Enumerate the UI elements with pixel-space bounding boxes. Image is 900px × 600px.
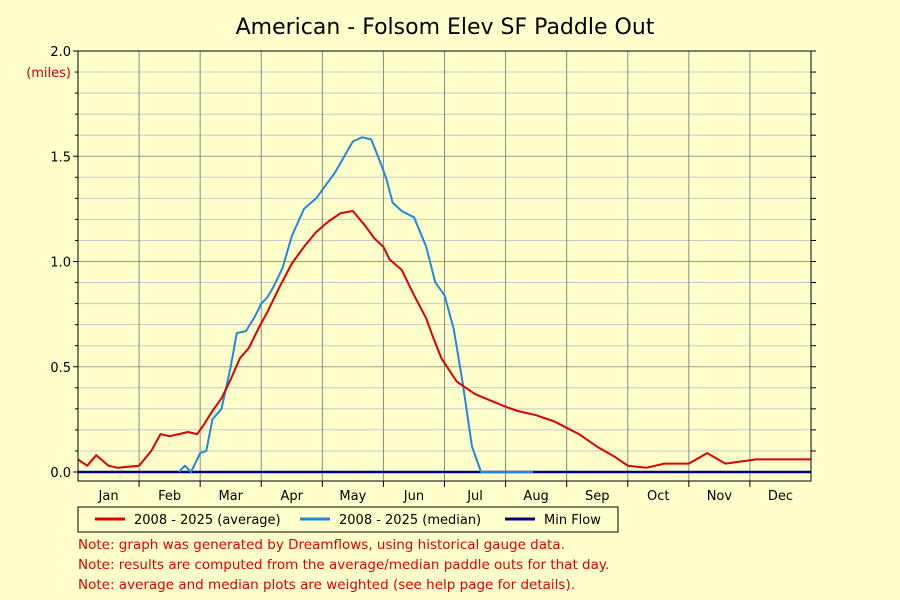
note-line-1: Note: graph was generated by Dreamflows,… bbox=[78, 537, 565, 553]
x-tick-label: Feb bbox=[158, 489, 181, 504]
legend-min-flow-label: Min Flow bbox=[544, 513, 601, 528]
series-layer bbox=[77, 136, 811, 474]
y-tick-label: 1.0 bbox=[50, 256, 71, 271]
legend: 2008 - 2025 (average) 2008 - 2025 (median… bbox=[77, 506, 619, 533]
y-axis-labels: 2.0 1.5 1.0 0.5 0.0 bbox=[50, 45, 71, 481]
plot-frame bbox=[77, 50, 812, 482]
y-axis-unit-label: (miles) bbox=[26, 66, 71, 81]
note-line-2: Note: results are computed from the aver… bbox=[78, 557, 610, 573]
y-tick-label: 2.0 bbox=[50, 45, 71, 60]
x-tick-label: May bbox=[339, 489, 366, 504]
x-tick-label: Jan bbox=[98, 489, 119, 504]
x-tick-label: Jun bbox=[403, 489, 424, 504]
x-tick-label: Dec bbox=[768, 489, 793, 504]
legend-average-label: 2008 - 2025 (average) bbox=[134, 513, 281, 528]
y-tick-label: 1.5 bbox=[50, 150, 71, 165]
x-axis-labels: Jan Feb Mar Apr May Jun Jul Aug Sep Oct Nov Dec bbox=[98, 489, 794, 504]
x-tick-label: Nov bbox=[707, 489, 733, 504]
note-line-3: Note: average and median plots are weigh… bbox=[78, 577, 576, 593]
x-tick-label: Jul bbox=[466, 489, 483, 504]
x-tick-label: Oct bbox=[647, 489, 669, 504]
legend-median-label: 2008 - 2025 (median) bbox=[339, 513, 481, 528]
x-tick-label: Aug bbox=[523, 489, 548, 504]
x-tick-label: Mar bbox=[218, 489, 243, 504]
y-tick-label: 0.5 bbox=[50, 361, 71, 376]
x-tick-label: Sep bbox=[585, 489, 610, 504]
x-tick-label: Apr bbox=[281, 489, 304, 504]
chart-title: American - Folsom Elev SF Paddle Out bbox=[236, 15, 655, 40]
y-tick-label: 0.0 bbox=[50, 466, 71, 481]
series-line-average bbox=[77, 210, 811, 469]
series-line-median bbox=[178, 136, 534, 473]
